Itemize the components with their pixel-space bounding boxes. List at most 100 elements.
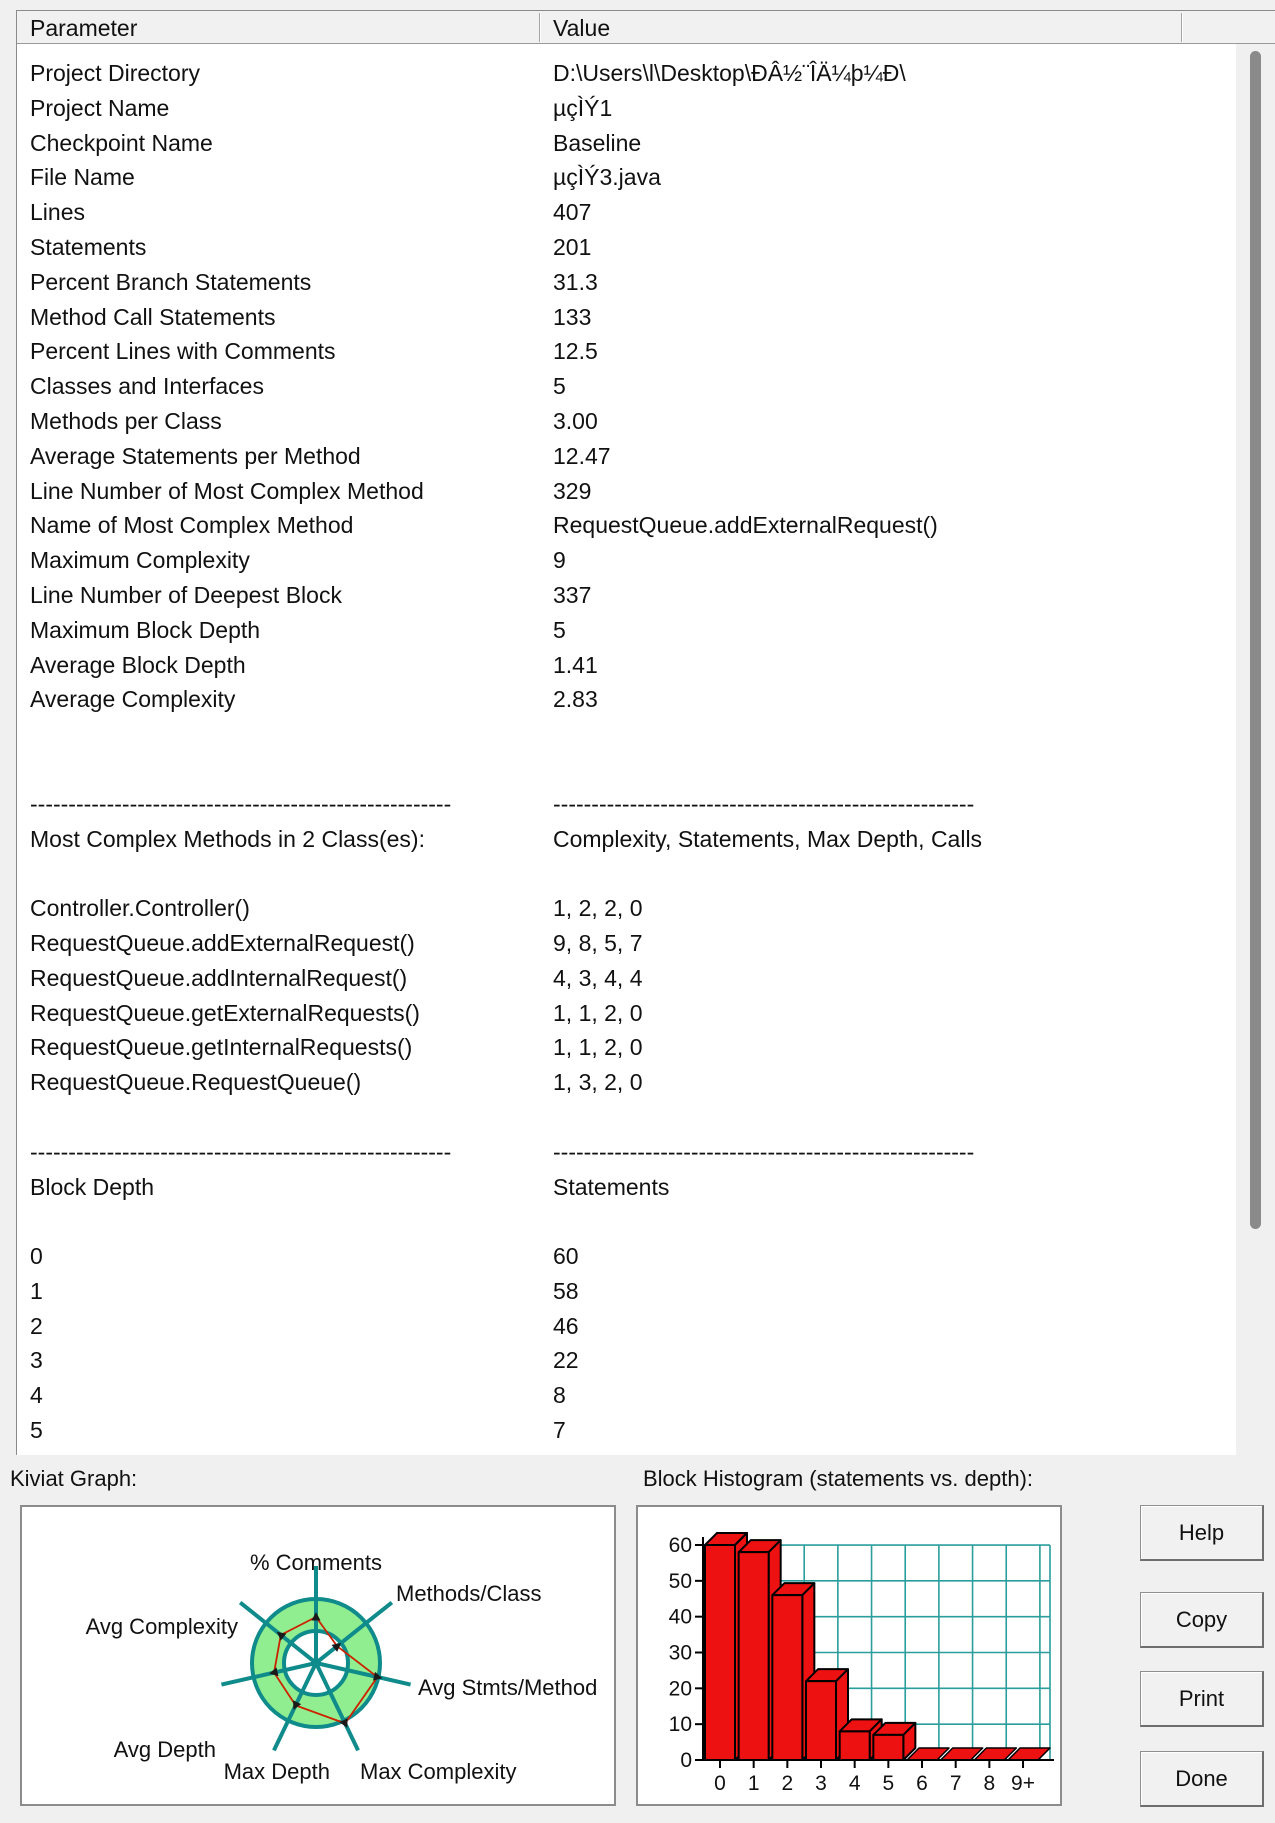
column-header-value[interactable]: Value (553, 15, 611, 41)
table-row[interactable] (17, 858, 1236, 893)
param-cell: Maximum Complexity (30, 547, 250, 574)
kiviat-spoke (314, 1600, 394, 1665)
param-cell: RequestQueue.addExternalRequest() (30, 929, 415, 956)
param-cell: Average Block Depth (30, 651, 246, 678)
table-row[interactable]: Line Number of Most Complex Method 329 (17, 476, 1236, 511)
value-cell: ----------------------------------------… (553, 1138, 975, 1165)
x-tick-label: 4 (849, 1772, 861, 1795)
table-row[interactable]: Project Directory D:\Users\l\Desktop\ÐÂ½¨… (17, 58, 1236, 93)
table-row[interactable]: Controller.Controller() 1, 2, 2, 0 (17, 893, 1236, 928)
table-row[interactable]: RequestQueue.getExternalRequests() 1, 1, … (17, 998, 1236, 1033)
value-cell: 22 (553, 1347, 579, 1374)
value-cell: 1, 1, 2, 0 (553, 999, 643, 1026)
header-divider[interactable] (539, 13, 541, 42)
table-row[interactable]: Classes and Interfaces 5 (17, 371, 1236, 406)
histogram-bar (805, 1680, 838, 1762)
table-row[interactable]: RequestQueue.RequestQueue() 1, 3, 2, 0 (17, 1067, 1236, 1102)
value-cell: 4, 3, 4, 4 (553, 964, 643, 991)
param-cell: Average Complexity (30, 686, 236, 713)
table-row[interactable]: Maximum Complexity 9 (17, 545, 1236, 580)
table-row[interactable]: RequestQueue.addExternalRequest() 9, 8, 5… (17, 928, 1236, 963)
table-row[interactable] (17, 719, 1236, 754)
table-row[interactable]: Name of Most Complex Method RequestQueue.… (17, 510, 1236, 545)
list-header: Parameter Value (17, 11, 1275, 44)
help-button[interactable]: Help (1140, 1505, 1264, 1561)
table-row[interactable]: Methods per Class 3.00 (17, 406, 1236, 441)
param-cell: Checkpoint Name (30, 129, 213, 156)
value-cell: Statements (553, 1173, 670, 1200)
table-row[interactable]: Statements 201 (17, 232, 1236, 267)
value-cell: 12.5 (553, 338, 598, 365)
list-body: Project Directory D:\Users\l\Desktop\ÐÂ½¨… (17, 44, 1236, 1455)
table-row[interactable]: Line Number of Deepest Block 337 (17, 580, 1236, 615)
value-cell: 1.41 (553, 651, 598, 678)
table-row[interactable]: Lines 407 (17, 197, 1236, 232)
kiviat-data-marker (373, 1671, 383, 1681)
table-row[interactable]: Project Name µçÌÝ1 (17, 93, 1236, 128)
y-tick-label: 60 (669, 1534, 692, 1557)
table-row[interactable] (17, 1102, 1236, 1137)
table-row[interactable]: Checkpoint Name Baseline (17, 128, 1236, 163)
param-cell: Lines (30, 199, 85, 226)
table-row[interactable]: 1 58 (17, 1276, 1236, 1311)
header-divider[interactable] (1181, 13, 1183, 42)
table-row[interactable]: Most Complex Methods in 2 Class(es): Comp… (17, 824, 1236, 859)
value-cell: 7 (553, 1417, 566, 1444)
param-cell: Project Name (30, 94, 170, 121)
value-cell: 5 (553, 373, 566, 400)
x-tick-label: 0 (714, 1772, 726, 1795)
x-tick-label: 8 (984, 1772, 996, 1795)
param-cell: ----------------------------------------… (30, 790, 452, 817)
x-tick-label: 3 (815, 1772, 827, 1795)
value-cell: 1, 3, 2, 0 (553, 1069, 643, 1096)
value-cell: 329 (553, 477, 592, 504)
value-cell: 5 (553, 616, 566, 643)
table-row[interactable]: Percent Lines with Comments 12.5 (17, 336, 1236, 371)
table-row[interactable]: File Name µçÌÝ3.java (17, 162, 1236, 197)
value-cell: 8 (553, 1382, 566, 1409)
x-tick-label: 2 (781, 1772, 793, 1795)
value-cell: 407 (553, 199, 592, 226)
done-button[interactable]: Done (1140, 1751, 1264, 1807)
table-row[interactable]: Maximum Block Depth 5 (17, 615, 1236, 650)
table-row[interactable]: 2 46 (17, 1311, 1236, 1346)
param-cell: Percent Lines with Comments (30, 338, 336, 365)
x-tick-label: 5 (883, 1772, 895, 1795)
kiviat-data-marker (339, 1718, 348, 1728)
table-row[interactable]: Average Statements per Method 12.47 (17, 441, 1236, 476)
param-cell: Statements (30, 233, 147, 260)
table-row[interactable]: Average Complexity 2.83 (17, 684, 1236, 719)
kiviat-axis-label: Max Complexity (360, 1759, 516, 1784)
table-row[interactable]: Percent Branch Statements 31.3 (17, 267, 1236, 302)
param-cell: Percent Branch Statements (30, 268, 312, 295)
table-row[interactable]: Block Depth Statements (17, 1172, 1236, 1207)
kiviat-data-marker (293, 1700, 302, 1710)
table-row[interactable]: RequestQueue.getInternalRequests() 1, 1, … (17, 1032, 1236, 1067)
table-row[interactable] (17, 754, 1236, 789)
param-cell: Maximum Block Depth (30, 616, 261, 643)
value-cell: 1, 2, 2, 0 (553, 895, 643, 922)
table-row[interactable]: Average Block Depth 1.41 (17, 650, 1236, 685)
column-header-parameter[interactable]: Parameter (30, 15, 138, 41)
value-cell: 9, 8, 5, 7 (553, 929, 643, 956)
table-row[interactable]: ----------------------------------------… (17, 1137, 1236, 1172)
param-cell: Method Call Statements (30, 303, 276, 330)
print-button[interactable]: Print (1140, 1671, 1264, 1727)
kiviat-axis-label: Avg Stmts/Method (418, 1675, 597, 1700)
table-row[interactable]: RequestQueue.addInternalRequest() 4, 3, 4… (17, 963, 1236, 998)
table-row[interactable]: Method Call Statements 133 (17, 302, 1236, 337)
scrollbar-thumb[interactable] (1250, 51, 1261, 1229)
table-row[interactable]: 3 22 (17, 1345, 1236, 1380)
table-row[interactable]: 0 60 (17, 1241, 1236, 1276)
vertical-scrollbar[interactable] (1236, 44, 1275, 1455)
kiviat-spoke (315, 1661, 412, 1687)
copy-button[interactable]: Copy (1140, 1592, 1264, 1648)
value-cell: 31.3 (553, 268, 598, 295)
table-row[interactable] (17, 1206, 1236, 1241)
value-cell: ----------------------------------------… (553, 790, 975, 817)
block-histogram-panel: 0 10 20 30 40 50 60 0 1 2 3 4 5 6 7 8 9+ (636, 1505, 1062, 1806)
param-cell: Name of Most Complex Method (30, 512, 354, 539)
table-row[interactable]: ----------------------------------------… (17, 789, 1236, 824)
